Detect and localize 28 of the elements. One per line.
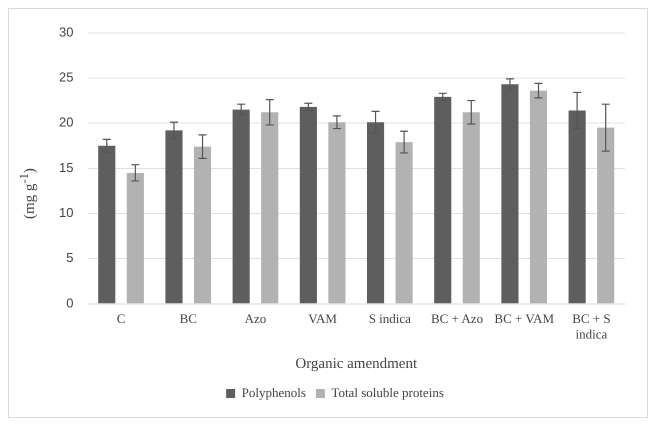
x-tick-label: VAM <box>308 311 338 326</box>
x-tick-label: Azo <box>244 311 266 326</box>
y-tick-label: 30 <box>58 24 74 40</box>
bar <box>396 142 413 304</box>
bar <box>530 90 548 304</box>
y-tick-label: 15 <box>58 160 74 175</box>
y-tick-label: 25 <box>58 70 74 85</box>
bar <box>126 172 144 304</box>
x-tick-label: C <box>116 311 126 326</box>
bar <box>261 112 278 304</box>
x-tick-label: BC <box>180 311 197 326</box>
x-tick-label: BC + S indica <box>572 311 611 342</box>
x-tick-label: S indica <box>368 311 412 326</box>
y-tick-label: 0 <box>66 295 74 310</box>
bar <box>434 96 452 304</box>
x-tick-label: BC + Azo <box>430 311 484 326</box>
y-tick-label: 10 <box>58 205 74 220</box>
bar <box>328 122 346 304</box>
bar <box>194 146 212 304</box>
bar <box>462 112 480 304</box>
legend-label: Total soluble proteins <box>331 384 444 400</box>
y-tick-label: 5 <box>66 250 74 266</box>
legend-label: Polyphenols <box>242 384 306 400</box>
bar <box>597 128 614 304</box>
y-tick-label: 20 <box>58 114 74 130</box>
bar <box>300 106 317 304</box>
x-axis-title: Organic amendment <box>295 356 418 372</box>
x-tick-label: BC + VAM <box>494 311 554 326</box>
